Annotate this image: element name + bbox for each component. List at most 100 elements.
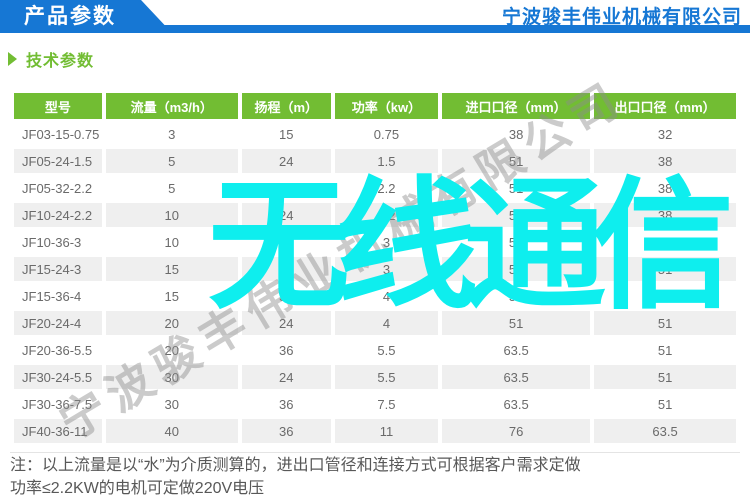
table-cell: 38 bbox=[442, 122, 591, 146]
note-line-1: 注：以上流量是以“水”为介质测算的，进出口管径和连接方式可根据客户需求定做 bbox=[10, 457, 581, 474]
table-cell: 4 bbox=[334, 284, 439, 308]
banner-title: 产品参数 bbox=[24, 5, 116, 28]
table-row: JF05-32-2.2 5 32 2.2 51 38 bbox=[14, 176, 736, 200]
table-cell: JF15-24-3 bbox=[14, 257, 102, 281]
table-cell: 51 bbox=[594, 284, 736, 308]
table-bottom-divider bbox=[10, 452, 740, 453]
table-cell: 3 bbox=[334, 257, 439, 281]
table-cell: JF03-15-0.75 bbox=[14, 122, 102, 146]
table-cell: 3 bbox=[105, 122, 238, 146]
column-header: 功率（kw） bbox=[334, 93, 439, 119]
header-strip bbox=[0, 25, 750, 33]
table-cell: 20 bbox=[105, 311, 238, 335]
triangle-marker-icon bbox=[8, 52, 17, 66]
table-cell: 3 bbox=[334, 230, 439, 254]
table-row: JF15-24-3 15 24 3 51 51 bbox=[14, 257, 736, 281]
table-cell: 51 bbox=[442, 176, 591, 200]
table-cell: 2.2 bbox=[334, 176, 439, 200]
table-cell: 63.5 bbox=[594, 419, 736, 443]
table-row: JF10-36-3 10 36 3 51 38 bbox=[14, 230, 736, 254]
table-cell: 51 bbox=[442, 203, 591, 227]
table-cell: 51 bbox=[442, 230, 591, 254]
footnotes: 注：以上流量是以“水”为介质测算的，进出口管径和连接方式可根据客户需求定做 功率… bbox=[10, 454, 581, 500]
section-title: 技术参数 bbox=[26, 53, 95, 70]
table-cell: 32 bbox=[241, 176, 331, 200]
table-cell: 5.5 bbox=[334, 338, 439, 362]
table-cell: 24 bbox=[241, 257, 331, 281]
table-cell: 36 bbox=[241, 284, 331, 308]
table-cell: JF05-24-1.5 bbox=[14, 149, 102, 173]
table-row: JF03-15-0.75 3 15 0.75 38 32 bbox=[14, 122, 736, 146]
table-cell: JF40-36-11 bbox=[14, 419, 102, 443]
table-cell: 15 bbox=[105, 284, 238, 308]
table-cell: 10 bbox=[105, 203, 238, 227]
table-cell: 4 bbox=[334, 311, 439, 335]
table-cell: JF10-36-3 bbox=[14, 230, 102, 254]
table-row: JF05-24-1.5 5 24 1.5 51 38 bbox=[14, 149, 736, 173]
column-header: 进口口径（mm） bbox=[442, 93, 591, 119]
table-cell: 0.75 bbox=[334, 122, 439, 146]
table-cell: 24 bbox=[241, 365, 331, 389]
table-row: JF40-36-11 40 36 11 76 63.5 bbox=[14, 419, 736, 443]
table-cell: 36 bbox=[241, 338, 331, 362]
table-cell: 36 bbox=[241, 392, 331, 416]
header-banner: 产品参数 bbox=[0, 0, 172, 33]
table-cell: 51 bbox=[594, 257, 736, 281]
table-cell: JF20-24-4 bbox=[14, 311, 102, 335]
table-row: JF15-36-4 15 36 4 51 51 bbox=[14, 284, 736, 308]
table-cell: 63.5 bbox=[442, 338, 591, 362]
column-header: 扬程（m） bbox=[241, 93, 331, 119]
table-cell: 5.5 bbox=[334, 365, 439, 389]
table-row: JF20-36-5.5 20 36 5.5 63.5 51 bbox=[14, 338, 736, 362]
table-cell: 24 bbox=[241, 203, 331, 227]
table-cell: 2.2 bbox=[334, 203, 439, 227]
table-cell: 51 bbox=[594, 338, 736, 362]
table-cell: 11 bbox=[334, 419, 439, 443]
table-cell: 30 bbox=[105, 392, 238, 416]
table-row: JF20-24-4 20 24 4 51 51 bbox=[14, 311, 736, 335]
table-cell: 51 bbox=[442, 311, 591, 335]
table-cell: 38 bbox=[594, 149, 736, 173]
section-header: 技术参数 bbox=[8, 47, 94, 71]
table-cell: 38 bbox=[594, 203, 736, 227]
table-cell: JF05-32-2.2 bbox=[14, 176, 102, 200]
column-header: 型号 bbox=[14, 93, 102, 119]
note-line-2: 功率≤2.2KW的电机可定做220V电压 bbox=[10, 480, 265, 497]
table-cell: JF30-36-7.5 bbox=[14, 392, 102, 416]
table-cell: 7.5 bbox=[334, 392, 439, 416]
table-cell: 32 bbox=[594, 122, 736, 146]
table-cell: 38 bbox=[594, 230, 736, 254]
table-row: JF30-36-7.5 30 36 7.5 63.5 51 bbox=[14, 392, 736, 416]
table-cell: 51 bbox=[442, 284, 591, 308]
table-cell: 63.5 bbox=[442, 365, 591, 389]
table-cell: 76 bbox=[442, 419, 591, 443]
table-row: JF10-24-2.2 10 24 2.2 51 38 bbox=[14, 203, 736, 227]
table-cell: 10 bbox=[105, 230, 238, 254]
table-cell: 24 bbox=[241, 149, 331, 173]
table-cell: 51 bbox=[442, 257, 591, 281]
table-cell: 5 bbox=[105, 176, 238, 200]
table-cell: 40 bbox=[105, 419, 238, 443]
column-header: 流量（m3/h） bbox=[105, 93, 238, 119]
table-row: JF30-24-5.5 30 24 5.5 63.5 51 bbox=[14, 365, 736, 389]
table-cell: JF15-36-4 bbox=[14, 284, 102, 308]
table-header-row: 型号 流量（m3/h） 扬程（m） 功率（kw） 进口口径（mm） 出口口径（mm） bbox=[14, 93, 736, 119]
table-cell: JF30-24-5.5 bbox=[14, 365, 102, 389]
table-cell: 63.5 bbox=[442, 392, 591, 416]
column-header: 出口口径（mm） bbox=[594, 93, 736, 119]
table-cell: 36 bbox=[241, 230, 331, 254]
table-cell: 15 bbox=[105, 257, 238, 281]
table-cell: JF10-24-2.2 bbox=[14, 203, 102, 227]
table-cell: 51 bbox=[594, 311, 736, 335]
spec-table: 型号 流量（m3/h） 扬程（m） 功率（kw） 进口口径（mm） 出口口径（mm） JF… bbox=[10, 90, 740, 446]
table-cell: 51 bbox=[442, 149, 591, 173]
table-cell: 51 bbox=[594, 365, 736, 389]
table-cell: 30 bbox=[105, 365, 238, 389]
table-cell: 51 bbox=[594, 392, 736, 416]
company-name: 宁波骏丰伟业机械有限公司 bbox=[501, 7, 742, 28]
table-cell: 24 bbox=[241, 311, 331, 335]
table-cell: 1.5 bbox=[334, 149, 439, 173]
table-cell: 20 bbox=[105, 338, 238, 362]
table-cell: JF20-36-5.5 bbox=[14, 338, 102, 362]
